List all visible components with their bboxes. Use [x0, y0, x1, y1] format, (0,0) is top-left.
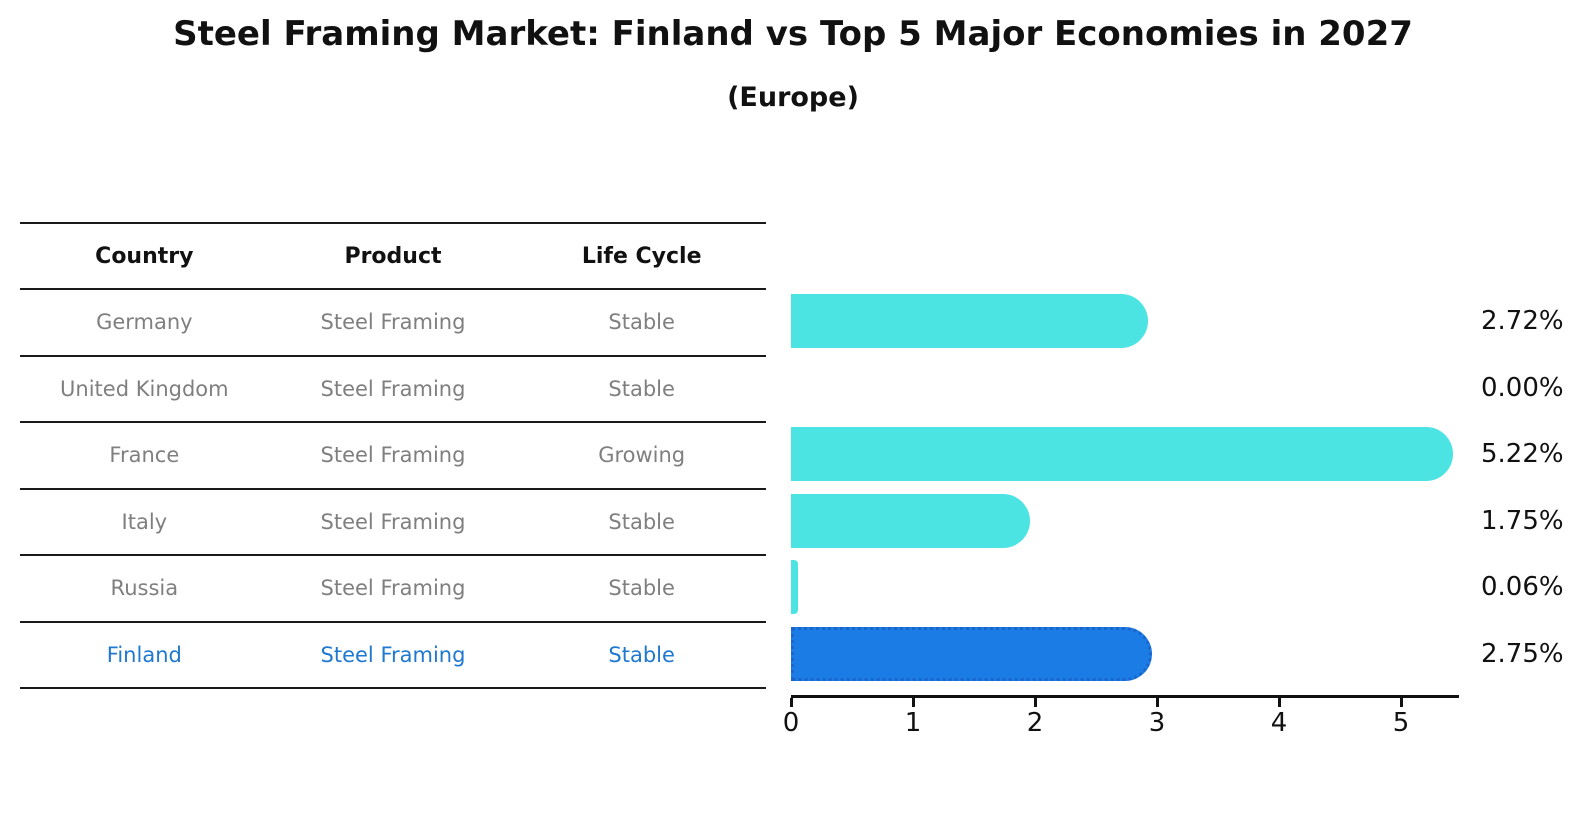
bar-value-label: 0.00% [1481, 372, 1564, 403]
x-axis-tick-label: 3 [1148, 708, 1166, 738]
table-row: Italy Steel Framing Stable [20, 490, 766, 556]
x-axis-tick [1033, 698, 1037, 707]
table-cell-life-cycle: Stable [608, 376, 675, 401]
country-table: Country Product Life Cycle Germany Steel … [20, 222, 766, 689]
x-axis-tick-label: 2 [1026, 708, 1044, 738]
bar-value-label: 0.06% [1481, 572, 1564, 602]
x-axis-tick [1155, 698, 1159, 707]
table-cell-product: Steel Framing [320, 642, 466, 667]
bar-value-label: 5.22% [1481, 439, 1564, 469]
table-cell-product: Steel Framing [320, 376, 466, 401]
table-header-life-cycle: Life Cycle [581, 243, 702, 269]
x-axis-tick-label: 0 [782, 708, 800, 738]
table-cell-life-cycle: Stable [608, 576, 675, 601]
bar-value-label: 1.75% [1481, 505, 1564, 536]
x-axis-tick [789, 698, 793, 707]
bar-italy [791, 493, 1030, 548]
x-axis-tick [911, 698, 915, 707]
table-cell-product: Steel Framing [320, 310, 466, 335]
table-cell-product: Steel Framing [320, 443, 466, 468]
table-cell-product: Steel Framing [320, 576, 466, 601]
chart-title: Steel Framing Market: Finland vs Top 5 M… [173, 14, 1413, 54]
table-row: Russia Steel Framing Stable [20, 556, 766, 623]
table-header-country: Country [95, 243, 194, 269]
bar-russia [791, 560, 799, 614]
table-cell-life-cycle: Growing [598, 443, 686, 468]
bar-value-label: 2.75% [1481, 638, 1564, 669]
table-cell-country: Italy [121, 509, 168, 534]
chart-subtitle: (Europe) [727, 82, 859, 113]
table-header-row: Country Product Life Cycle [20, 224, 766, 290]
table-row: France Steel Framing Growing [20, 423, 766, 490]
table-body: Germany Steel Framing Stable United Kingdom… [20, 290, 766, 689]
table-cell-life-cycle: Stable [608, 509, 675, 534]
table-header-product: Product [344, 243, 442, 269]
bar-value-label: 2.72% [1481, 306, 1564, 336]
table-cell-country: Russia [110, 576, 179, 601]
x-axis-tick-label: 1 [904, 708, 922, 738]
x-axis-tick-label: 4 [1270, 708, 1288, 738]
table-row: United Kingdom Steel Framing Stable [20, 357, 766, 423]
table-cell-life-cycle: Stable [608, 642, 675, 667]
table-row: Finland Steel Framing Stable [20, 623, 766, 689]
bar-france [791, 427, 1453, 481]
x-axis-tick [1399, 698, 1403, 707]
table-cell-country: United Kingdom [60, 376, 229, 401]
x-axis-tick-label: 5 [1392, 708, 1410, 738]
table-cell-country: Germany [96, 310, 193, 335]
table-cell-country: France [109, 443, 180, 468]
x-axis-line [791, 695, 1459, 698]
bar-germany [791, 294, 1148, 348]
bar-finland-highlight [791, 626, 1152, 681]
table-cell-country: Finland [106, 642, 182, 667]
x-axis-tick [1277, 698, 1281, 707]
table-cell-product: Steel Framing [320, 509, 466, 534]
table-cell-life-cycle: Stable [608, 310, 675, 335]
table-row: Germany Steel Framing Stable [20, 290, 766, 357]
